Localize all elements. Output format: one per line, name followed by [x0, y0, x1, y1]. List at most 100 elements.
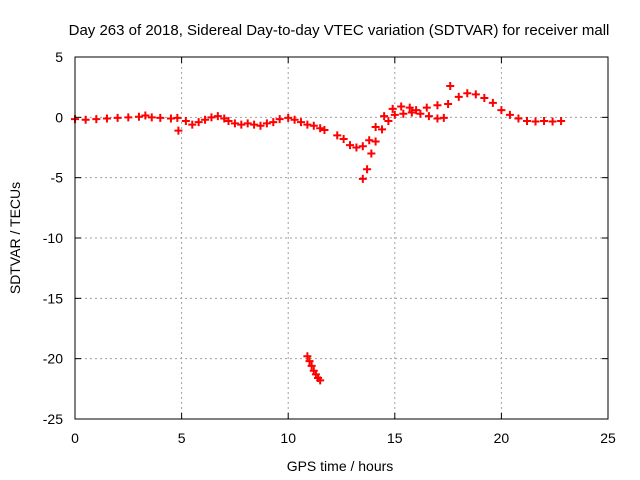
- data-point: [309, 121, 318, 130]
- data-point: [181, 116, 190, 125]
- data-point: [224, 116, 233, 125]
- x-axis-label: GPS time / hours: [287, 458, 394, 474]
- y-tick-label: -10: [43, 230, 63, 246]
- data-point: [230, 119, 239, 128]
- data-point: [480, 94, 489, 103]
- data-point: [303, 120, 312, 129]
- data-point: [446, 81, 455, 90]
- data-point: [422, 103, 431, 112]
- data-point: [262, 119, 271, 128]
- data-point: [250, 120, 259, 129]
- data-point: [346, 141, 355, 150]
- data-point: [454, 92, 463, 101]
- data-point: [201, 115, 210, 124]
- data-point: [113, 113, 122, 122]
- data-point: [358, 142, 367, 151]
- data-point: [531, 117, 540, 126]
- data-point: [339, 135, 348, 144]
- data-point: [365, 136, 374, 145]
- data-point: [220, 114, 229, 123]
- data-points: [71, 81, 566, 385]
- data-point: [307, 361, 316, 370]
- x-tick-label: 5: [178, 430, 186, 446]
- y-tick-label: -15: [43, 290, 63, 306]
- data-point: [439, 113, 448, 122]
- data-point: [305, 357, 314, 366]
- data-point: [284, 113, 293, 122]
- data-point: [380, 112, 389, 121]
- data-point: [303, 352, 312, 361]
- y-axis-label: SDTVAR / TECUs: [7, 182, 23, 294]
- data-point: [548, 117, 557, 126]
- data-point: [141, 111, 150, 120]
- data-point: [156, 113, 165, 122]
- data-point: [92, 115, 101, 124]
- data-point: [352, 143, 361, 152]
- data-point: [194, 118, 203, 127]
- data-point: [213, 112, 222, 121]
- data-point: [444, 100, 453, 109]
- data-point: [363, 165, 372, 174]
- data-point: [81, 115, 90, 124]
- data-point: [147, 113, 156, 122]
- x-tick-label: 15: [387, 430, 403, 446]
- data-point: [367, 149, 376, 158]
- data-point: [358, 174, 367, 183]
- data-point: [320, 126, 329, 135]
- data-point: [371, 122, 380, 131]
- data-point: [540, 116, 549, 125]
- data-point: [316, 124, 325, 133]
- data-point: [275, 115, 284, 124]
- data-point: [412, 106, 421, 115]
- data-point: [471, 90, 480, 99]
- data-point: [188, 120, 197, 129]
- x-tick-label: 25: [600, 430, 616, 446]
- data-point: [488, 98, 497, 107]
- data-point: [256, 121, 265, 130]
- x-tick-label: 0: [71, 430, 79, 446]
- x-tick-label: 20: [494, 430, 510, 446]
- y-tick-label: -5: [51, 170, 64, 186]
- data-point: [333, 131, 342, 140]
- data-point: [290, 115, 299, 124]
- data-point: [399, 109, 408, 118]
- data-point: [316, 376, 325, 385]
- data-point: [296, 118, 305, 127]
- data-point: [497, 106, 506, 115]
- y-tick-label: 0: [55, 109, 63, 125]
- data-point: [397, 102, 406, 111]
- data-point: [243, 119, 252, 128]
- data-point: [102, 114, 111, 123]
- axis-ticks: 0 5 10 15 20 25 -25 -20 -15 -10 -5 0 5: [43, 49, 616, 446]
- data-point: [405, 103, 414, 112]
- data-point: [557, 116, 566, 125]
- y-tick-label: -20: [43, 351, 63, 367]
- data-point: [378, 125, 387, 134]
- data-point: [390, 110, 399, 119]
- data-point: [463, 89, 472, 98]
- data-point: [388, 104, 397, 113]
- data-point: [522, 116, 531, 125]
- data-point: [269, 118, 278, 127]
- data-point: [514, 114, 523, 123]
- data-point: [433, 101, 442, 110]
- data-point: [416, 109, 425, 118]
- data-point: [207, 113, 216, 122]
- data-point: [407, 108, 416, 117]
- data-point: [237, 120, 246, 129]
- x-tick-label: 10: [280, 430, 296, 446]
- data-point: [505, 110, 514, 119]
- data-point: [384, 116, 393, 125]
- data-point: [134, 112, 143, 121]
- chart-title: Day 263 of 2018, Sidereal Day-to-day VTE…: [69, 22, 610, 39]
- y-tick-label: -25: [43, 411, 63, 427]
- data-point: [371, 137, 380, 146]
- data-point: [174, 126, 183, 135]
- data-point: [424, 112, 433, 121]
- y-tick-label: 5: [55, 49, 63, 65]
- data-point: [173, 113, 182, 122]
- data-point: [124, 113, 133, 122]
